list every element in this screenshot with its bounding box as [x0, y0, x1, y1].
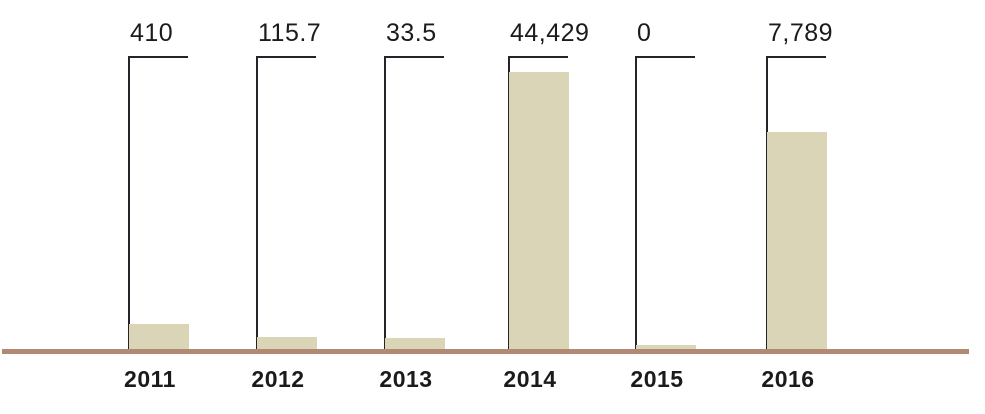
x-axis-tick-label: 2016 — [761, 366, 815, 392]
x-axis-tick-label: 2014 — [503, 366, 557, 392]
bar-value-label: 33.5 — [386, 19, 437, 47]
bar — [767, 132, 827, 349]
bar-frame-bracket — [256, 56, 316, 349]
x-axis-line — [2, 349, 969, 354]
bar — [636, 345, 696, 349]
bar — [257, 337, 317, 349]
bar-value-label: 410 — [130, 19, 174, 47]
x-axis-tick-label: 2015 — [630, 366, 684, 392]
bar — [509, 72, 569, 349]
x-axis-tick-label: 2011 — [124, 366, 176, 392]
bar-value-label: 7,789 — [768, 19, 834, 47]
bar-frame-bracket — [635, 56, 695, 349]
bar — [129, 324, 189, 349]
x-axis-tick-label: 2013 — [379, 366, 433, 392]
bar — [385, 338, 445, 349]
bar-value-label: 115.7 — [258, 19, 322, 47]
bar-frame-bracket — [384, 56, 444, 349]
bar-value-label: 0 — [637, 19, 652, 47]
bar-frame-bracket — [128, 56, 188, 349]
bar-value-label: 44,429 — [510, 19, 590, 47]
x-axis-tick-label: 2012 — [251, 366, 305, 392]
